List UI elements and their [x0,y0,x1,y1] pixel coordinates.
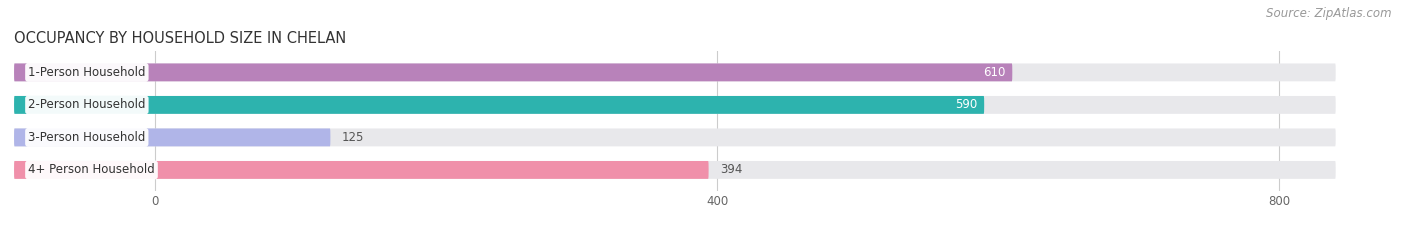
Text: Source: ZipAtlas.com: Source: ZipAtlas.com [1267,7,1392,20]
Text: 590: 590 [955,98,977,111]
FancyBboxPatch shape [14,161,1336,179]
FancyBboxPatch shape [14,63,1012,81]
FancyBboxPatch shape [14,63,1336,81]
FancyBboxPatch shape [14,128,1336,146]
Text: 1-Person Household: 1-Person Household [28,66,146,79]
Text: OCCUPANCY BY HOUSEHOLD SIZE IN CHELAN: OCCUPANCY BY HOUSEHOLD SIZE IN CHELAN [14,31,346,46]
Text: 125: 125 [342,131,364,144]
Text: 2-Person Household: 2-Person Household [28,98,146,111]
FancyBboxPatch shape [14,96,1336,114]
FancyBboxPatch shape [14,161,709,179]
Text: 4+ Person Household: 4+ Person Household [28,163,155,176]
Text: 394: 394 [720,163,742,176]
Text: 610: 610 [983,66,1005,79]
Text: 3-Person Household: 3-Person Household [28,131,145,144]
FancyBboxPatch shape [14,128,330,146]
FancyBboxPatch shape [14,96,984,114]
